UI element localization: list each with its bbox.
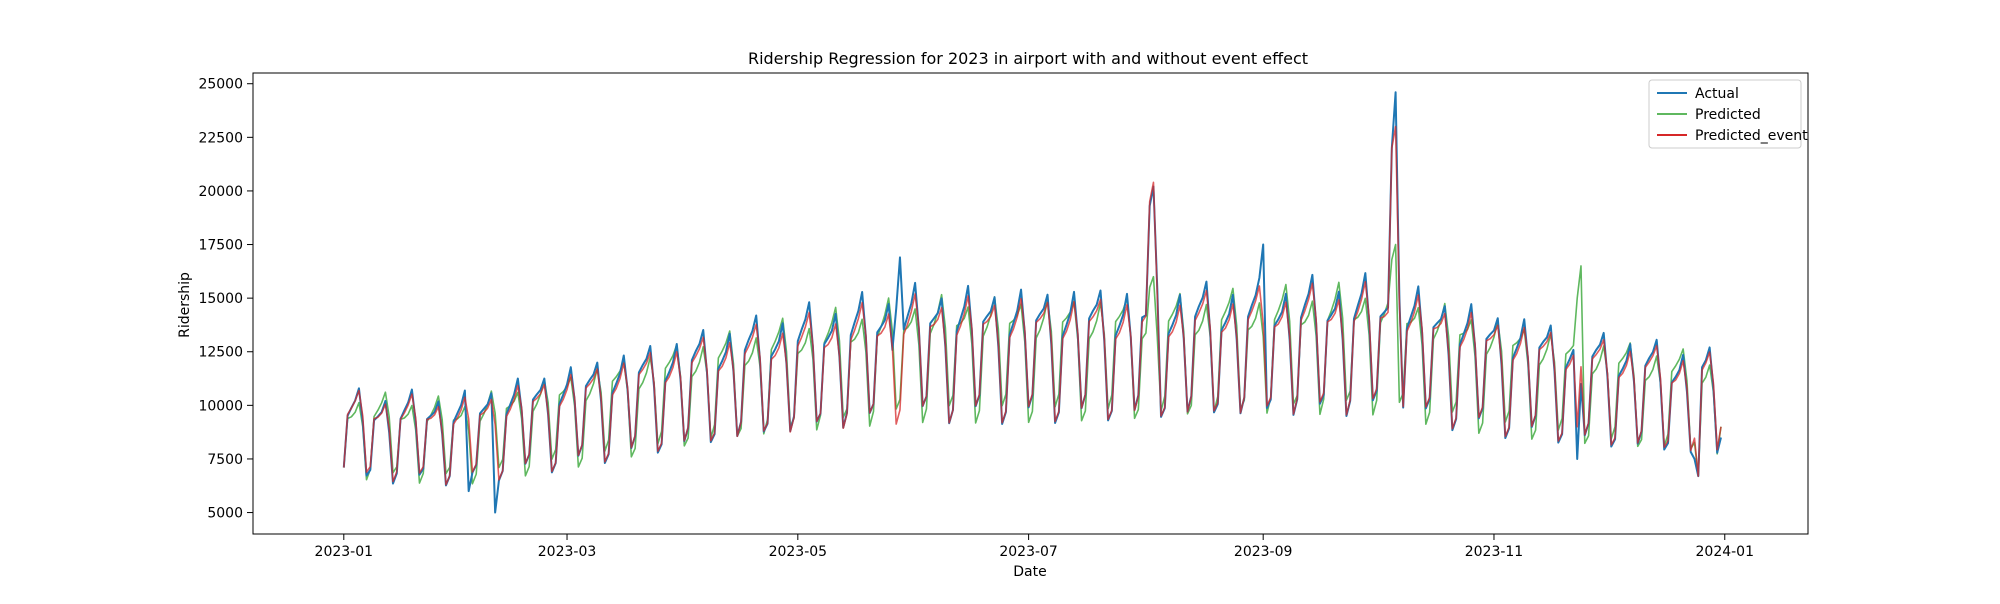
x-tick-label: 2023-07 bbox=[999, 544, 1058, 560]
legend: Actual Predicted Predicted_event bbox=[1648, 79, 1808, 149]
x-axis-label: Date bbox=[1013, 564, 1046, 580]
y-tick-label: 7500 bbox=[207, 452, 243, 468]
y-tick-label: 5000 bbox=[207, 506, 243, 522]
y-tick-label: 12500 bbox=[198, 345, 243, 361]
x-tick-label: 2023-05 bbox=[769, 544, 828, 560]
series-layer bbox=[342, 91, 1722, 514]
plot-area bbox=[252, 72, 1809, 535]
plot-frame bbox=[252, 72, 1809, 535]
y-tick-label: 20000 bbox=[198, 184, 243, 200]
legend-label: Actual bbox=[1695, 86, 1739, 102]
chart-title: Ridership Regression for 2023 in airport… bbox=[748, 49, 1308, 68]
y-tick-label: 25000 bbox=[198, 77, 243, 93]
x-tick-label: 2023-01 bbox=[315, 544, 374, 560]
y-tick-label: 15000 bbox=[198, 291, 243, 307]
x-tick-label: 2024-01 bbox=[1696, 544, 1755, 560]
y-axis-label: Ridership bbox=[177, 272, 193, 338]
y-tick-label: 10000 bbox=[198, 398, 243, 414]
y-tick-label: 22500 bbox=[198, 130, 243, 146]
series-line-predicted-event bbox=[343, 125, 1722, 486]
x-tick-label: 2023-11 bbox=[1465, 544, 1524, 560]
legend-label: Predicted bbox=[1695, 107, 1761, 123]
x-tick-label: 2023-03 bbox=[538, 544, 597, 560]
x-tick-label: 2023-09 bbox=[1234, 544, 1293, 560]
legend-box bbox=[1648, 79, 1802, 149]
legend-label: Predicted_event bbox=[1695, 128, 1808, 144]
y-tick-label: 17500 bbox=[198, 238, 243, 254]
y-axis: 5000 7500 10000 12500 15000 17500 20000 22500 25… bbox=[198, 77, 253, 522]
x-axis: 2023-01 2023-03 2023-05 2023-07 2023-09 2023-… bbox=[315, 534, 1754, 560]
